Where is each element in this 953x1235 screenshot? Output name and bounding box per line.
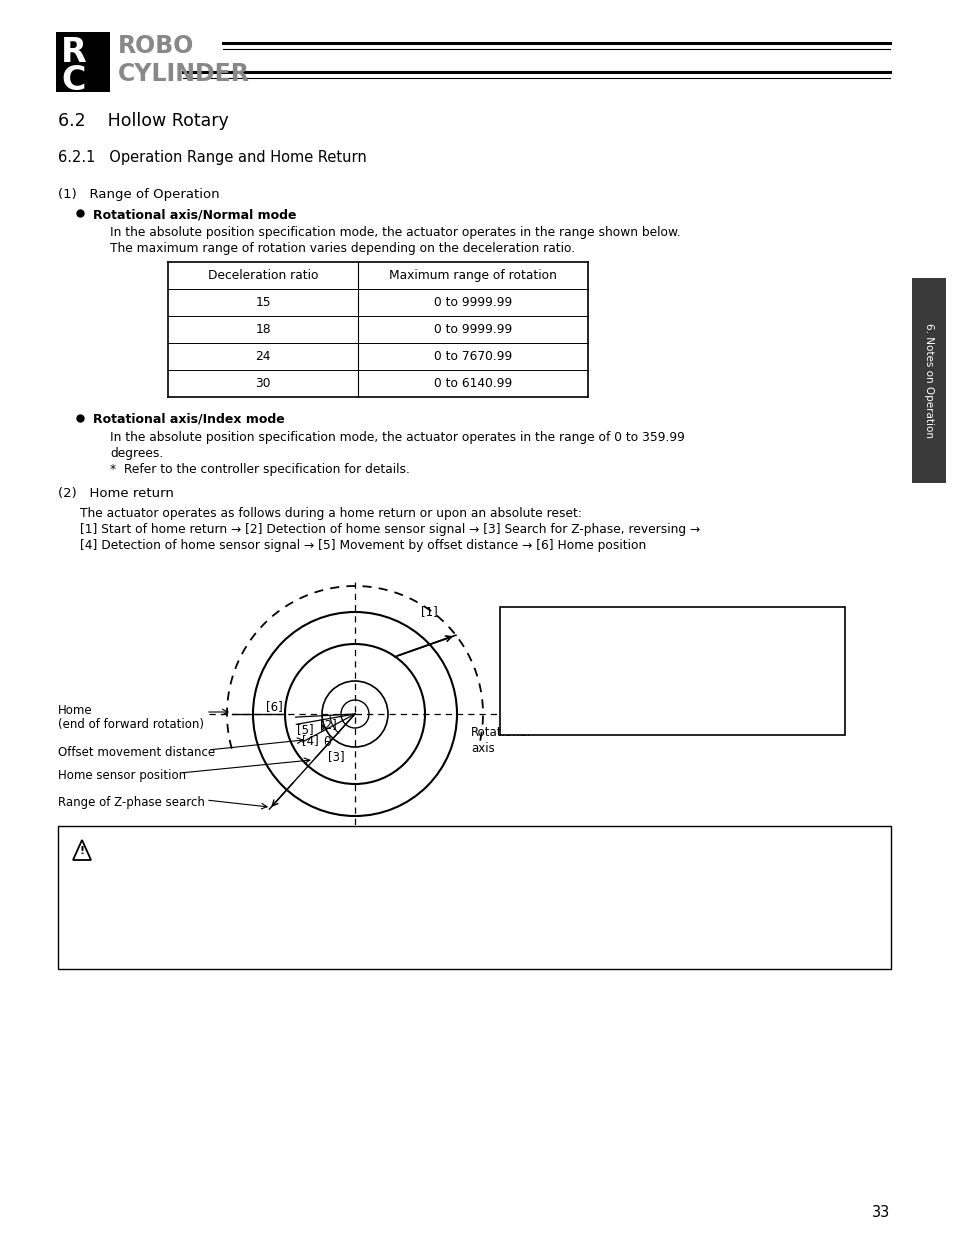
Text: Caution:  The actuator always rotates in the same direction during a home return: Caution: The actuator always rotates in … [104, 840, 607, 853]
Text: [4] Detection of home sensor signal → [5] Movement by offset distance → [6] Home: [4] Detection of home sensor signal → [5… [80, 538, 645, 552]
Text: [5]: [5] [297, 722, 314, 736]
Text: *  Refer to the controller specification for details.: * Refer to the controller specification … [110, 463, 410, 475]
Text: 6. Notes on Operation: 6. Notes on Operation [923, 324, 933, 438]
Text: Deceleration ratio: Deceleration ratio [208, 269, 318, 282]
Text: Range of home return θ: Range of home return θ [512, 619, 670, 632]
Text: [3]: [3] [327, 750, 344, 763]
Text: Home: Home [58, 704, 92, 718]
FancyBboxPatch shape [911, 278, 945, 483]
Text: [2]: [2] [319, 718, 336, 731]
Text: degrees.: degrees. [110, 447, 163, 459]
Text: (2)   Home return: (2) Home return [58, 487, 173, 500]
Text: 0 to 9999.99: 0 to 9999.99 [434, 324, 512, 336]
Text: ROBO: ROBO [118, 35, 194, 58]
Text: The actuator operates as follows during a home return or upon an absolute reset:: The actuator operates as follows during … [80, 508, 581, 520]
Text: 18: 18 [254, 324, 271, 336]
Text: R: R [61, 36, 87, 69]
Text: • RTC10L, RTC12L: 15 degrees: • RTC10L, RTC12L: 15 degrees [512, 679, 714, 692]
Text: 24: 24 [255, 350, 271, 363]
Text: [4]: [4] [302, 734, 318, 747]
Text: Home sensor position: Home sensor position [58, 769, 186, 782]
Text: Offset movement distance: Offset movement distance [58, 746, 214, 760]
Text: 30: 30 [255, 377, 271, 390]
Text: C: C [61, 64, 86, 98]
FancyBboxPatch shape [56, 32, 110, 91]
Text: Maximum range of rotation: Maximum range of rotation [389, 269, 557, 282]
Text: θ: θ [323, 736, 331, 748]
Text: [1]: [1] [420, 605, 437, 618]
Text: CYLINDER: CYLINDER [118, 62, 250, 86]
Text: 33: 33 [871, 1205, 889, 1220]
Text: The maximum range of rotation varies depending on the deceleration ratio.: The maximum range of rotation varies dep… [110, 242, 575, 254]
Text: If a cable is passed through the opening, pay attention to the load on the cable: If a cable is passed through the opening… [178, 914, 688, 927]
Text: (end of forward rotation): (end of forward rotation) [58, 718, 204, 731]
FancyBboxPatch shape [499, 606, 844, 735]
Text: 15: 15 [254, 296, 271, 309]
Text: Rotational axis/Normal mode: Rotational axis/Normal mode [92, 207, 296, 221]
Text: 6.2    Hollow Rotary: 6.2 Hollow Rotary [58, 112, 229, 130]
Text: counterclockwise direction from any position outside the range of Z-phase search: counterclockwise direction from any posi… [178, 876, 722, 889]
Text: 0 to 9999.99: 0 to 9999.99 [434, 296, 512, 309]
Text: in the figure. The actuator does not take a shortcut.: in the figure. The actuator does not tak… [178, 894, 497, 906]
Text: Range of Z-phase search: Range of Z-phase search [58, 797, 205, 809]
Text: 0 to 7670.99: 0 to 7670.99 [434, 350, 512, 363]
Text: In the absolute position specification mode, the actuator operates in the range : In the absolute position specification m… [110, 431, 684, 445]
FancyBboxPatch shape [58, 826, 890, 969]
Text: [6]: [6] [266, 700, 283, 713]
Text: If the actuator is of a standard specification, it always performs a home return: If the actuator is of a standard specifi… [178, 858, 698, 871]
Text: !: ! [79, 846, 85, 856]
Text: • RTC8L, RTC8HL:   18 degrees: • RTC8L, RTC8HL: 18 degrees [512, 650, 715, 662]
Text: (1)   Range of Operation: (1) Range of Operation [58, 188, 219, 201]
Text: Rotational
axis: Rotational axis [471, 726, 531, 755]
Text: In the absolute position specification mode, the actuator operates in the range : In the absolute position specification m… [110, 226, 680, 240]
Text: Rotational axis/Index mode: Rotational axis/Index mode [92, 412, 284, 426]
Text: 6.2.1   Operation Range and Home Return: 6.2.1 Operation Range and Home Return [58, 149, 366, 165]
Text: 0 to 6140.99: 0 to 6140.99 [434, 377, 512, 390]
Text: excessive load may sever its lead wires.: excessive load may sever its lead wires. [178, 932, 424, 945]
Text: [1] Start of home return → [2] Detection of home sensor signal → [3] Search for : [1] Start of home return → [2] Detection… [80, 522, 700, 536]
